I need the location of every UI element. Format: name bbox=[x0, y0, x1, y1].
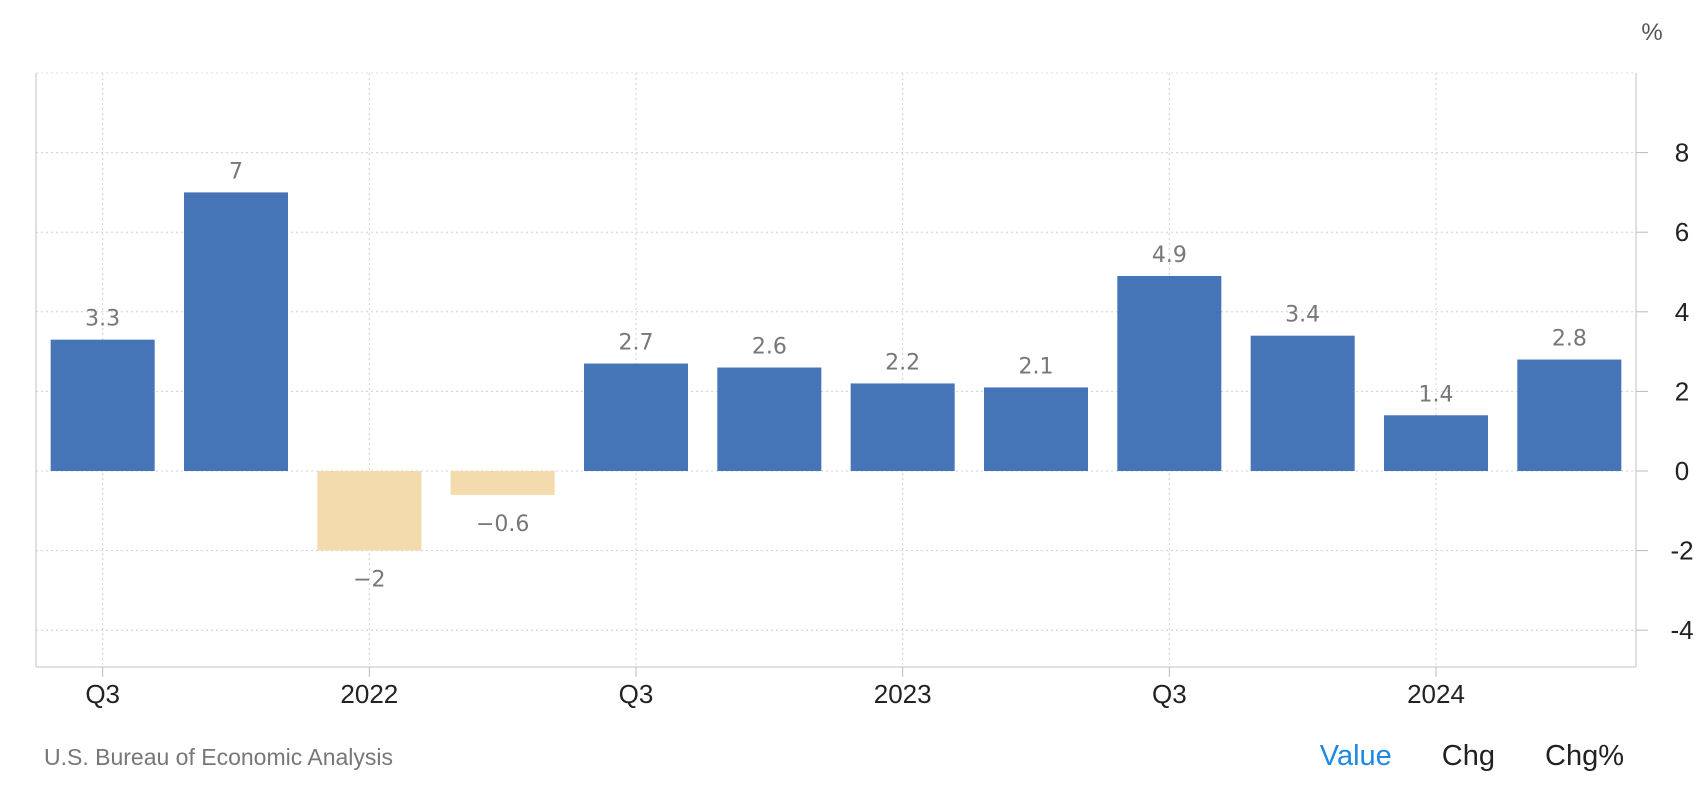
toggle-chg-pct[interactable]: Chg% bbox=[1545, 740, 1624, 772]
y-tick-label: -2 bbox=[1670, 536, 1693, 566]
bar[interactable] bbox=[450, 471, 555, 495]
unit-label: % bbox=[1641, 19, 1662, 46]
y-tick-label: 2 bbox=[1675, 376, 1689, 406]
bar[interactable] bbox=[1117, 275, 1222, 471]
bar[interactable] bbox=[50, 339, 155, 471]
x-tick-label: 2022 bbox=[340, 679, 398, 709]
y-tick-label: 4 bbox=[1675, 297, 1689, 327]
data-label: 2.2 bbox=[885, 350, 920, 375]
data-label: 2.7 bbox=[619, 331, 654, 356]
y-tick-label: 8 bbox=[1675, 138, 1689, 168]
data-labels: 3.3 7 −2 −0.6 2.7 2.6 2.2 2.1 4.9 3.4 1.4 2.8 bbox=[85, 159, 1587, 592]
bar[interactable] bbox=[850, 383, 955, 471]
bar[interactable] bbox=[717, 367, 822, 471]
y-tick-label: -4 bbox=[1670, 615, 1693, 645]
bars bbox=[50, 192, 1622, 551]
bar[interactable] bbox=[584, 363, 688, 471]
data-label: 2.1 bbox=[1019, 354, 1054, 379]
y-axis-ticks: 8 6 4 2 0 -2 -4 bbox=[1636, 138, 1694, 645]
y-tick-label: 6 bbox=[1675, 217, 1689, 247]
data-label: 2.8 bbox=[1552, 327, 1587, 352]
toggle-value[interactable]: Value bbox=[1319, 740, 1392, 772]
x-tick-label: Q3 bbox=[85, 679, 120, 709]
data-label: 7 bbox=[229, 159, 243, 184]
data-label: 1.4 bbox=[1419, 382, 1454, 407]
x-axis-ticks: Q3 2022 Q3 2023 Q3 2024 bbox=[85, 667, 1465, 709]
data-label: 3.3 bbox=[85, 307, 120, 332]
data-label: 4.9 bbox=[1152, 243, 1187, 268]
view-toggles: Value Chg Chg% bbox=[1270, 740, 1624, 773]
bar[interactable] bbox=[184, 192, 288, 471]
source-label: U.S. Bureau of Economic Analysis bbox=[44, 744, 393, 770]
toggle-chg[interactable]: Chg bbox=[1441, 740, 1495, 772]
bar[interactable] bbox=[1384, 415, 1488, 471]
data-label: −0.6 bbox=[476, 512, 529, 537]
bar[interactable] bbox=[1250, 335, 1355, 471]
data-label: 3.4 bbox=[1285, 303, 1320, 328]
bar[interactable] bbox=[317, 471, 422, 551]
bar[interactable] bbox=[984, 387, 1088, 471]
x-tick-label: 2024 bbox=[1407, 679, 1465, 709]
data-label: 2.6 bbox=[752, 335, 787, 360]
data-label: −2 bbox=[353, 568, 385, 593]
y-tick-label: 0 bbox=[1675, 456, 1689, 486]
x-tick-label: 2023 bbox=[874, 679, 932, 709]
x-tick-label: Q3 bbox=[619, 679, 654, 709]
x-tick-label: Q3 bbox=[1152, 679, 1187, 709]
chart-area: % 3.3 7 −2 −0.6 2.7 2.6 2.2 2.1 4.9 3.4 1.4 2.8 8 6 4… bbox=[35, 19, 1694, 709]
bar[interactable] bbox=[1517, 359, 1622, 471]
